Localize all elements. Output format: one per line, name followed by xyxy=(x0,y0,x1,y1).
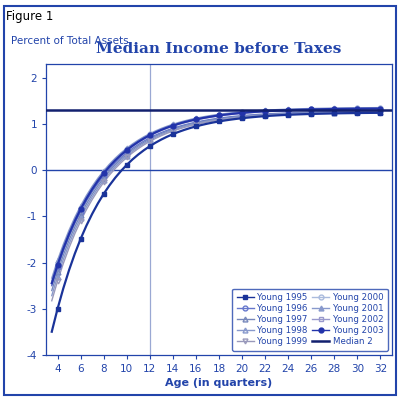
Text: Percent of Total Assets: Percent of Total Assets xyxy=(11,36,129,46)
Legend: Young 1995, Young 1996, Young 1997, Young 1998, Young 1999, Young 2000, Young 20: Young 1995, Young 1996, Young 1997, Youn… xyxy=(232,288,388,351)
Title: Median Income before Taxes: Median Income before Taxes xyxy=(96,42,342,56)
X-axis label: Age (in quarters): Age (in quarters) xyxy=(165,378,273,388)
Text: Figure 1: Figure 1 xyxy=(6,10,53,23)
